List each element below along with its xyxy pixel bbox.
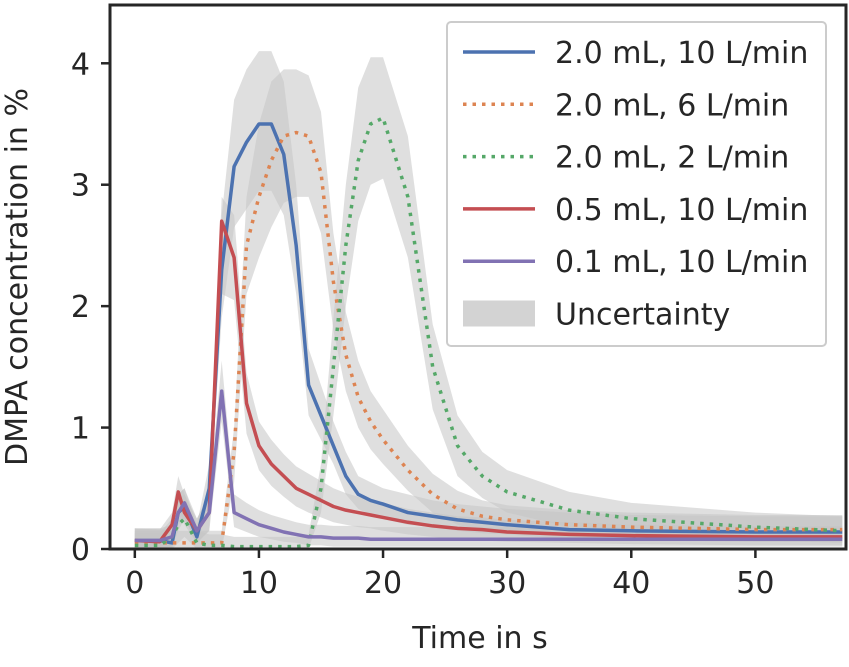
legend-label: 2.0 mL, 2 L/min bbox=[555, 141, 789, 176]
legend-label: 0.5 mL, 10 L/min bbox=[555, 193, 808, 228]
lines bbox=[134, 116, 843, 549]
x-tick-label: 50 bbox=[736, 566, 774, 601]
series-line bbox=[134, 122, 843, 545]
legend-label: 2.0 mL, 6 L/min bbox=[555, 88, 789, 123]
legend-label: 2.0 mL, 10 L/min bbox=[555, 36, 808, 71]
x-tick-label: 0 bbox=[125, 566, 144, 601]
x-tick-label: 30 bbox=[488, 566, 526, 601]
legend-label: Uncertainty bbox=[555, 298, 730, 333]
plot-frame bbox=[108, 3, 848, 551]
y-tick-label: 3 bbox=[71, 169, 90, 204]
legend-box bbox=[446, 21, 827, 347]
x-tick-label: 40 bbox=[612, 566, 650, 601]
y-axis-label: DMPA concentration in % bbox=[0, 88, 35, 466]
y-tick-label: 0 bbox=[71, 533, 90, 568]
series-line bbox=[134, 389, 843, 543]
x-tick-label: 20 bbox=[364, 566, 402, 601]
uncertainty-band bbox=[134, 360, 843, 549]
y-tick-label: 4 bbox=[71, 47, 90, 82]
y-tick-label: 2 bbox=[71, 290, 90, 325]
y-tick-label: 1 bbox=[71, 412, 90, 447]
legend-swatch bbox=[463, 300, 535, 327]
uncertainty-band bbox=[134, 69, 843, 549]
legend-label: 0.1 mL, 10 L/min bbox=[555, 245, 808, 280]
series-line bbox=[134, 130, 843, 545]
x-tick-label: 10 bbox=[240, 566, 278, 601]
x-axis-label: Time in s bbox=[411, 621, 547, 656]
series-line bbox=[134, 116, 843, 549]
